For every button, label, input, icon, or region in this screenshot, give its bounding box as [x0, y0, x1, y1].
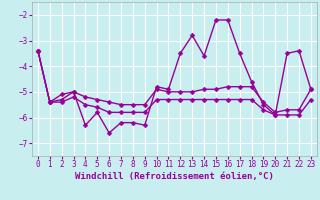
X-axis label: Windchill (Refroidissement éolien,°C): Windchill (Refroidissement éolien,°C) [75, 172, 274, 181]
